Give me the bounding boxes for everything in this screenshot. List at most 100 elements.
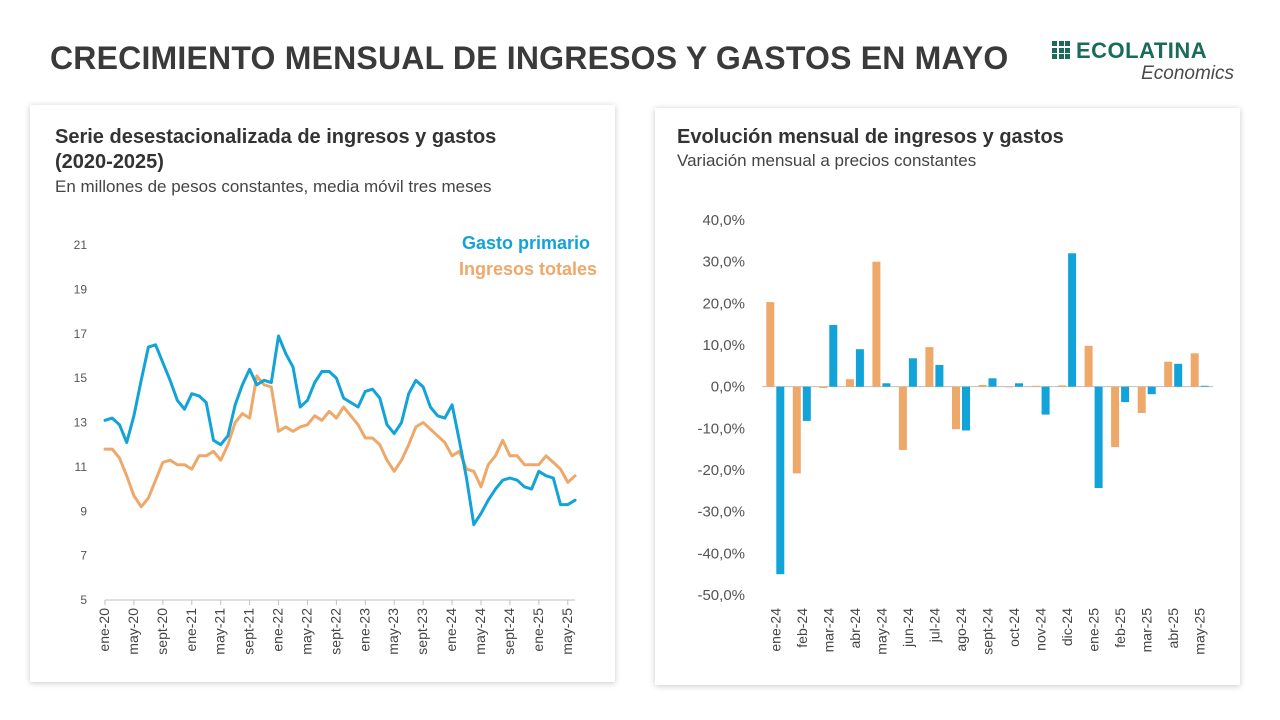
gasto-bar [855, 349, 864, 387]
gasto-bar [1015, 383, 1023, 387]
x-tick-label: may-25 [559, 608, 575, 655]
gasto-bar [988, 378, 997, 387]
y-tick-label: 7 [80, 549, 87, 563]
x-tick-label: ene-25 [530, 608, 546, 652]
x-tick-label: feb-24 [794, 608, 810, 648]
x-tick-label: abr-25 [1165, 608, 1181, 649]
ingresos-bar [1005, 386, 1013, 388]
x-tick-label: may-24 [472, 608, 488, 655]
ingresos-bar [792, 386, 801, 474]
ingresos-bar [952, 386, 960, 430]
logo-sub: Economics [1141, 63, 1234, 84]
gasto-bar [935, 365, 944, 387]
line-chart-subtitle: En millones de pesos constantes, media m… [55, 177, 492, 196]
y-tick-label: 21 [74, 238, 88, 252]
gasto-bar [1068, 253, 1077, 387]
ingresos-bar [766, 302, 775, 387]
legend-ingresos-totales: Ingresos totales [459, 259, 597, 279]
logo-name: ECOLATINA [1076, 38, 1208, 63]
bar-chart-card: Evolución mensual de ingresos y gastos V… [655, 108, 1240, 685]
x-tick-label: dic-24 [1059, 608, 1075, 646]
y-tick-label: -40,0% [697, 545, 745, 562]
ingresos-bar [898, 386, 907, 450]
x-tick-label: sept-24 [980, 608, 996, 655]
gasto-bar [776, 386, 785, 575]
gasto-bar [829, 325, 838, 387]
ingresos-bar [925, 347, 934, 387]
x-tick-label: sept-20 [154, 608, 170, 655]
ingresos-bar [1164, 361, 1173, 387]
x-tick-label: ene-22 [270, 608, 286, 652]
gasto-bar [802, 386, 811, 421]
gasto-bar [1041, 386, 1050, 415]
logo-grid-icon [1052, 41, 1070, 59]
x-tick-label: ene-24 [767, 608, 783, 652]
x-tick-label: may-24 [873, 608, 889, 655]
bar-chart-subtitle: Variación mensual a precios constantes [677, 151, 977, 170]
x-tick-label: oct-24 [1006, 608, 1022, 647]
x-tick-label: jul-24 [926, 608, 942, 643]
x-tick-label: may-21 [212, 608, 228, 655]
gasto-bar [908, 358, 917, 387]
x-tick-label: ene-20 [96, 608, 112, 652]
x-tick-label: ene-21 [183, 608, 199, 652]
ingresos-bar [819, 386, 828, 388]
y-tick-label: -20,0% [697, 462, 745, 479]
x-tick-label: jun-24 [900, 608, 916, 648]
y-tick-label: -10,0% [697, 420, 745, 437]
x-tick-label: may-20 [125, 608, 141, 655]
x-tick-label: sept-22 [327, 608, 343, 655]
ingresos-bar [872, 261, 881, 387]
gasto-bar [1200, 385, 1209, 387]
line-chart: 21 19 17 15 13 11 9 7 5 ene-20 may-20 sept-20 ene-21… [74, 233, 597, 655]
x-tick-label: sept-21 [241, 608, 257, 655]
y-tick-label: 40,0% [702, 212, 745, 229]
x-tick-label: sept-24 [501, 608, 517, 655]
x-tick-label: sept-23 [414, 608, 430, 655]
x-tick-label: ene-25 [1086, 608, 1102, 652]
x-tick-label: ago-24 [953, 608, 969, 652]
gasto-bar [882, 383, 891, 387]
ingresos-totales-line [103, 374, 577, 509]
bar-chart-title: Evolución mensual de ingresos y gastos [677, 126, 1064, 148]
gasto-bar [1174, 363, 1183, 387]
x-tick-label: may-23 [385, 608, 401, 655]
x-tick-label: may-22 [298, 608, 314, 655]
line-chart-title-line2: (2020-2025) [55, 151, 164, 173]
y-tick-label: 5 [80, 593, 87, 607]
ingresos-bar [1031, 385, 1040, 387]
y-tick-label: 0,0% [711, 379, 745, 396]
bar-chart: 40,0% 30,0% 20,0% 10,0% 0,0% -10,0% -20,0% -30,… [697, 212, 1213, 655]
gasto-bar [1094, 386, 1103, 488]
ingresos-bar [845, 379, 854, 387]
ingresos-bar [1111, 386, 1120, 448]
line-chart-card: Serie desestacionalizada de ingresos y g… [30, 105, 615, 682]
y-tick-label: 30,0% [702, 254, 745, 271]
ingresos-bar [978, 385, 987, 387]
page-title: CRECIMIENTO MENSUAL DE INGRESOS Y GASTOS… [50, 40, 1009, 76]
legend-gasto-primario: Gasto primario [462, 233, 590, 253]
x-tick-label: nov-24 [1033, 608, 1049, 651]
line-chart-title-line1: Serie desestacionalizada de ingresos y g… [55, 126, 497, 148]
gasto-primario-line [103, 334, 577, 527]
x-tick-label: ene-23 [356, 608, 372, 652]
gasto-bar [1121, 386, 1130, 403]
y-tick-label: 15 [74, 371, 88, 385]
x-tick-label: may-25 [1192, 608, 1208, 655]
ingresos-bar [1137, 386, 1146, 413]
ingresos-bar [1190, 353, 1199, 387]
y-tick-label: -50,0% [697, 587, 745, 604]
y-tick-label: 13 [74, 416, 88, 430]
x-tick-label: abr-24 [847, 608, 863, 649]
y-tick-label: 10,0% [702, 337, 745, 354]
y-tick-label: 19 [74, 282, 88, 296]
x-tick-label: ene-24 [443, 608, 459, 652]
y-tick-label: -30,0% [697, 504, 745, 521]
y-tick-label: 11 [75, 460, 88, 474]
gasto-bar [1147, 386, 1156, 395]
y-tick-label: 17 [74, 327, 88, 341]
x-tick-label: feb-25 [1112, 608, 1128, 648]
y-tick-label: 20,0% [702, 295, 745, 312]
gasto-bar [962, 386, 970, 431]
ingresos-bar [1084, 345, 1093, 387]
